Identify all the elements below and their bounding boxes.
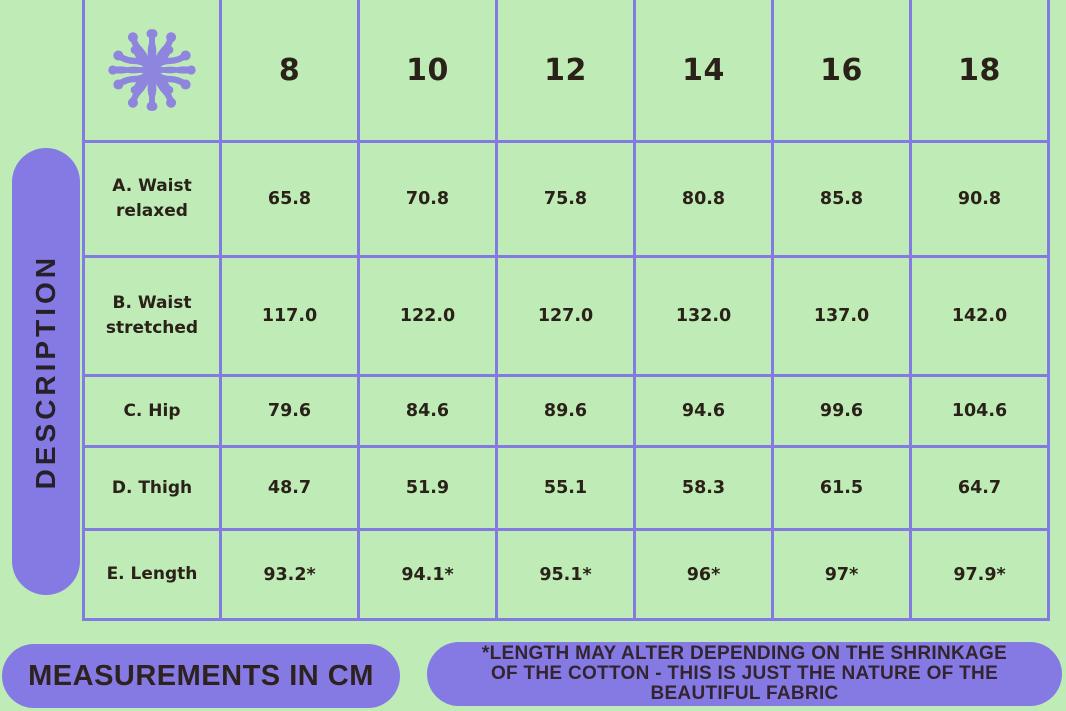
row-label-hip: C. Hip xyxy=(85,377,219,445)
table-cell: 85.8 xyxy=(774,143,909,255)
table-cell: 93.2* xyxy=(222,531,357,618)
table-cell: 80.8 xyxy=(636,143,771,255)
table-cell: 79.6 xyxy=(222,377,357,445)
row-label-thigh: D. Thigh xyxy=(85,448,219,528)
table-cell: 117.0 xyxy=(222,258,357,374)
table-cell: 122.0 xyxy=(360,258,495,374)
table-cell: 61.5 xyxy=(774,448,909,528)
size-column-header: 18 xyxy=(912,0,1047,140)
table-cell: 137.0 xyxy=(774,258,909,374)
table-cell: 99.6 xyxy=(774,377,909,445)
table-cell: 94.6 xyxy=(636,377,771,445)
coral-splat-icon xyxy=(102,20,202,120)
table-cell: 127.0 xyxy=(498,258,633,374)
row-label-waist-relaxed: A. Waist relaxed xyxy=(85,143,219,255)
row-label-waist-stretched: B. Waist stretched xyxy=(85,258,219,374)
description-label: DESCRIPTION xyxy=(30,253,61,490)
measurements-unit-label: MEASUREMENTS IN CM xyxy=(28,659,374,692)
table-cell: 48.7 xyxy=(222,448,357,528)
table-cell: 75.8 xyxy=(498,143,633,255)
measurements-unit-pill: MEASUREMENTS IN CM xyxy=(2,644,400,708)
table-cell: 142.0 xyxy=(912,258,1047,374)
size-table: 8 10 12 14 16 18 A. Waist relaxed 65.8 7… xyxy=(82,0,1050,621)
table-cell: 51.9 xyxy=(360,448,495,528)
size-column-header: 8 xyxy=(222,0,357,140)
size-column-header: 10 xyxy=(360,0,495,140)
table-cell: 132.0 xyxy=(636,258,771,374)
description-side-tab: DESCRIPTION xyxy=(12,148,80,595)
table-cell: 104.6 xyxy=(912,377,1047,445)
shrinkage-note-line: BEAUTIFUL FABRIC xyxy=(650,683,839,704)
table-cell: 97.9* xyxy=(912,531,1047,618)
table-cell: 94.1* xyxy=(360,531,495,618)
table-corner-cell xyxy=(85,0,219,140)
shrinkage-note-pill: *LENGTH MAY ALTER DEPENDING ON THE SHRIN… xyxy=(427,642,1062,706)
row-label-length: E. Length xyxy=(85,531,219,618)
table-cell: 55.1 xyxy=(498,448,633,528)
table-cell: 84.6 xyxy=(360,377,495,445)
table-cell: 58.3 xyxy=(636,448,771,528)
table-cell: 95.1* xyxy=(498,531,633,618)
shrinkage-note-line: OF THE COTTON - THIS IS JUST THE NATURE … xyxy=(490,663,999,684)
table-cell: 89.6 xyxy=(498,377,633,445)
table-cell: 96* xyxy=(636,531,771,618)
table-cell: 90.8 xyxy=(912,143,1047,255)
table-cell: 65.8 xyxy=(222,143,357,255)
shrinkage-note-line: *LENGTH MAY ALTER DEPENDING ON THE SHRIN… xyxy=(481,643,1008,664)
table-cell: 64.7 xyxy=(912,448,1047,528)
size-column-header: 14 xyxy=(636,0,771,140)
size-column-header: 12 xyxy=(498,0,633,140)
size-column-header: 16 xyxy=(774,0,909,140)
table-cell: 97* xyxy=(774,531,909,618)
table-cell: 70.8 xyxy=(360,143,495,255)
